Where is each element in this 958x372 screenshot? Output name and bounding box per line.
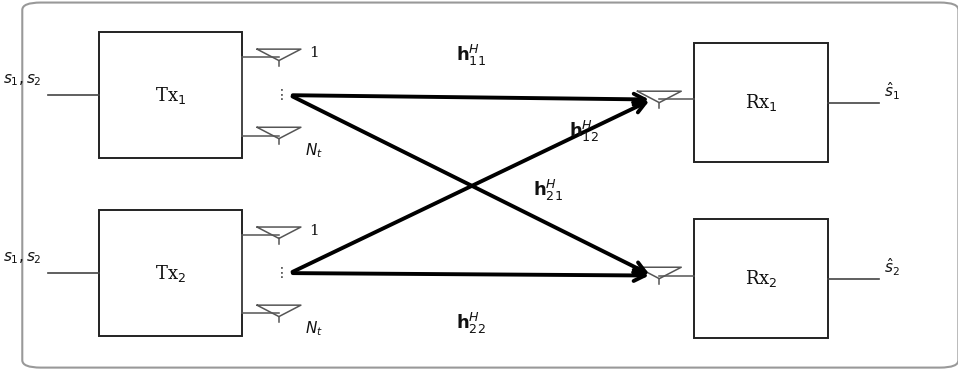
Text: $\vdots$: $\vdots$ — [274, 87, 284, 102]
Bar — [695, 219, 829, 338]
Bar — [99, 32, 242, 158]
Text: Tx$_2$: Tx$_2$ — [155, 263, 186, 283]
Text: $\mathbf{h}_{21}^{H}$: $\mathbf{h}_{21}^{H}$ — [533, 178, 562, 203]
Text: $N_t$: $N_t$ — [305, 142, 323, 160]
Text: $s_1, s_2$: $s_1, s_2$ — [3, 250, 41, 266]
Text: 1: 1 — [309, 224, 319, 238]
Text: Tx$_1$: Tx$_1$ — [155, 85, 186, 106]
Bar — [99, 210, 242, 336]
Text: $\vdots$: $\vdots$ — [274, 265, 284, 280]
Text: $\hat{s}_1$: $\hat{s}_1$ — [883, 81, 900, 102]
Text: 1: 1 — [309, 46, 319, 60]
Text: $\hat{s}_2$: $\hat{s}_2$ — [883, 257, 900, 278]
Bar — [695, 43, 829, 162]
Text: $N_t$: $N_t$ — [305, 320, 323, 339]
Text: $\mathbf{h}_{11}^{H}$: $\mathbf{h}_{11}^{H}$ — [456, 43, 486, 68]
Text: $\mathbf{h}_{12}^{H}$: $\mathbf{h}_{12}^{H}$ — [569, 119, 599, 144]
Text: $s_1, s_2$: $s_1, s_2$ — [3, 73, 41, 88]
Text: $\mathbf{h}_{22}^{H}$: $\mathbf{h}_{22}^{H}$ — [456, 311, 486, 337]
Text: Rx$_2$: Rx$_2$ — [745, 268, 778, 289]
Text: Rx$_1$: Rx$_1$ — [745, 92, 778, 113]
